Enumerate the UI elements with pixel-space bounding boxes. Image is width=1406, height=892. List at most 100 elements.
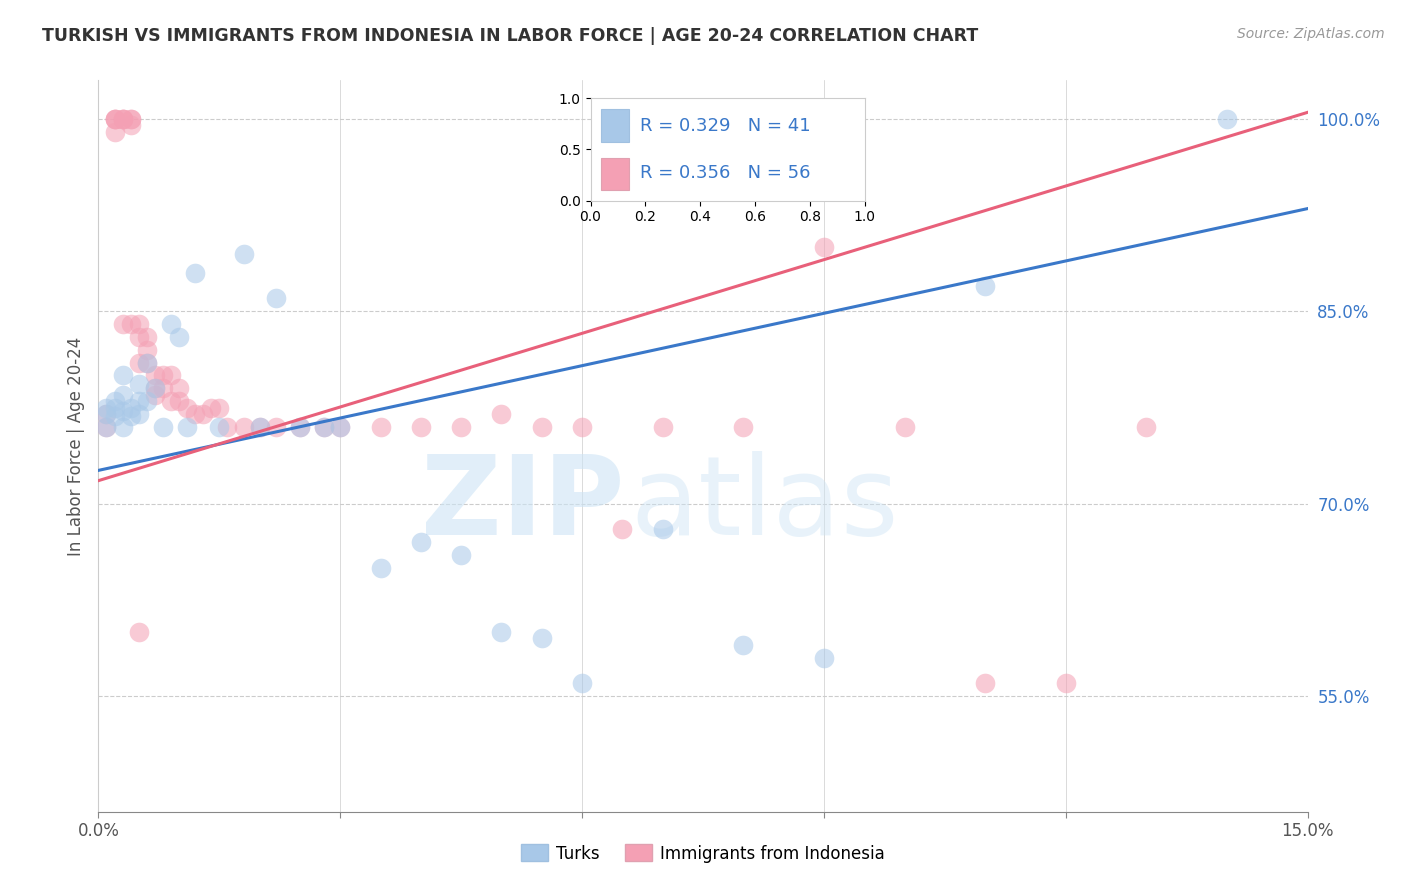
Point — [733, 638, 755, 652]
Point — [184, 266, 207, 280]
Point — [288, 419, 311, 434]
Point — [143, 387, 166, 401]
Point — [143, 368, 166, 383]
Point — [120, 112, 142, 126]
Point — [409, 535, 432, 549]
Point — [160, 317, 183, 331]
Text: R = 0.329   N = 41: R = 0.329 N = 41 — [640, 117, 810, 135]
Point — [103, 112, 125, 126]
Point — [193, 407, 215, 421]
Point — [103, 394, 125, 409]
Point — [314, 419, 336, 434]
Point — [103, 125, 125, 139]
Point — [450, 548, 472, 562]
Point — [143, 381, 166, 395]
Point — [200, 401, 222, 415]
Point — [264, 292, 287, 306]
Point — [160, 394, 183, 409]
Point — [128, 330, 150, 344]
Point — [450, 419, 472, 434]
Point — [288, 419, 311, 434]
Point — [612, 523, 634, 537]
Point — [111, 368, 134, 383]
Point — [103, 409, 125, 424]
Point — [329, 419, 352, 434]
Point — [135, 355, 157, 369]
Point — [103, 401, 125, 415]
Bar — [602, 158, 628, 190]
Point — [160, 368, 183, 383]
Point — [1216, 112, 1239, 126]
Point — [128, 394, 150, 409]
Y-axis label: In Labor Force | Age 20-24: In Labor Force | Age 20-24 — [66, 336, 84, 556]
Point — [409, 419, 432, 434]
Point — [120, 112, 142, 126]
Point — [152, 419, 174, 434]
Point — [111, 419, 134, 434]
Point — [135, 355, 157, 369]
Point — [111, 112, 134, 126]
Point — [249, 419, 271, 434]
Point — [329, 419, 352, 434]
Text: Source: ZipAtlas.com: Source: ZipAtlas.com — [1237, 27, 1385, 41]
Point — [733, 419, 755, 434]
Point — [491, 625, 513, 640]
Point — [96, 407, 118, 421]
Point — [184, 407, 207, 421]
Point — [651, 419, 673, 434]
Point — [491, 407, 513, 421]
Point — [571, 676, 593, 690]
Point — [120, 401, 142, 415]
Point — [120, 409, 142, 424]
Point — [208, 419, 231, 434]
Point — [314, 419, 336, 434]
Point — [103, 112, 125, 126]
Point — [96, 419, 118, 434]
Point — [232, 246, 254, 260]
Point — [370, 419, 392, 434]
Point — [96, 407, 118, 421]
Point — [167, 330, 190, 344]
Legend: Turks, Immigrants from Indonesia: Turks, Immigrants from Indonesia — [515, 838, 891, 869]
Point — [264, 419, 287, 434]
Point — [128, 355, 150, 369]
Point — [176, 419, 198, 434]
Point — [111, 112, 134, 126]
Point — [167, 381, 190, 395]
Text: R = 0.356   N = 56: R = 0.356 N = 56 — [640, 164, 810, 182]
Point — [128, 625, 150, 640]
Point — [111, 387, 134, 401]
Point — [813, 650, 835, 665]
Point — [370, 561, 392, 575]
Point — [1054, 676, 1077, 690]
Point — [571, 419, 593, 434]
Point — [103, 112, 125, 126]
Point — [96, 401, 118, 415]
Point — [120, 118, 142, 132]
Text: ZIP: ZIP — [420, 451, 624, 558]
Point — [530, 419, 553, 434]
Point — [813, 240, 835, 254]
Point — [176, 401, 198, 415]
Point — [143, 381, 166, 395]
Point — [208, 401, 231, 415]
Point — [135, 394, 157, 409]
Point — [217, 419, 239, 434]
Point — [249, 419, 271, 434]
Point — [96, 419, 118, 434]
Point — [152, 381, 174, 395]
Point — [135, 330, 157, 344]
Point — [135, 343, 157, 357]
Point — [651, 523, 673, 537]
Point — [128, 377, 150, 392]
Point — [232, 419, 254, 434]
Point — [1135, 419, 1157, 434]
Point — [974, 278, 997, 293]
Text: TURKISH VS IMMIGRANTS FROM INDONESIA IN LABOR FORCE | AGE 20-24 CORRELATION CHAR: TURKISH VS IMMIGRANTS FROM INDONESIA IN … — [42, 27, 979, 45]
Point — [167, 394, 190, 409]
Point — [893, 419, 915, 434]
Point — [111, 317, 134, 331]
Point — [111, 112, 134, 126]
Bar — [602, 110, 628, 142]
Point — [530, 632, 553, 646]
